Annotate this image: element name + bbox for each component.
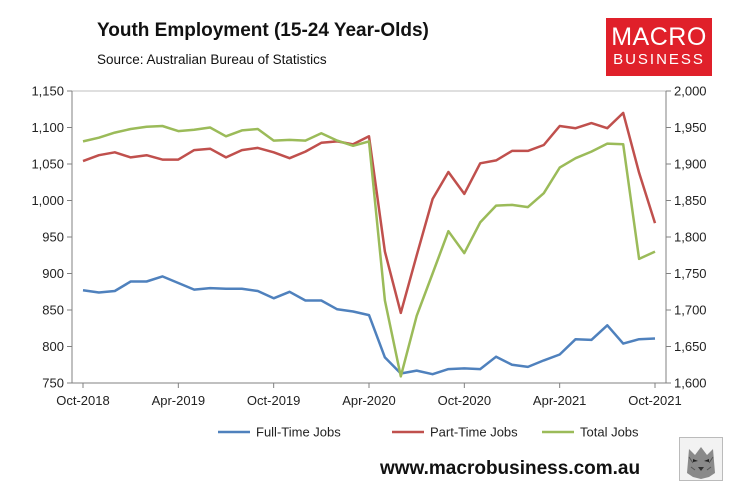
y-right-tick-label: 1,600 [674,376,707,391]
macrobusiness-logo: MACRO BUSINESS [606,18,712,76]
y-left-tick-label: 1,050 [31,157,64,172]
series-line-part-time-jobs [82,111,657,315]
logo-line-2: BUSINESS [613,51,705,68]
y-left-tick-label: 1,150 [31,84,64,99]
logo-line-1: MACRO [611,23,707,51]
y-left-tick-label: 1,000 [31,193,64,208]
y-right-tick-label: 1,950 [674,120,707,135]
y-left-tick-label: 900 [42,266,64,281]
y-left-tick-label: 800 [42,339,64,354]
x-tick-label: Oct-2021 [628,393,681,408]
y-left-tick-label: 850 [42,303,64,318]
y-right-tick-label: 1,650 [674,339,707,354]
series-line-total-jobs [82,124,656,378]
y-right-tick-label: 1,800 [674,230,707,245]
legend-label: Total Jobs [580,425,639,440]
y-right-tick-label: 1,850 [674,193,707,208]
x-tick-label: Oct-2019 [247,393,300,408]
y-right-tick-label: 2,000 [674,84,707,99]
y-right-tick-label: 1,750 [674,266,707,281]
legend-label: Full-Time Jobs [256,425,341,440]
website-url: www.macrobusiness.com.au [380,458,641,479]
x-tick-label: Apr-2019 [152,393,205,408]
y-left-tick-label: 1,100 [31,120,64,135]
y-right-tick-label: 1,700 [674,303,707,318]
x-tick-label: Oct-2020 [438,393,491,408]
chart-title: Youth Employment (15-24 Year-Olds) [97,20,429,41]
y-right-tick-label: 1,900 [674,157,707,172]
legend-label: Part-Time Jobs [430,425,518,440]
x-tick-label: Apr-2020 [342,393,395,408]
y-left-tick-label: 950 [42,230,64,245]
series-line-full-time-jobs [82,275,656,376]
x-tick-label: Apr-2021 [533,393,586,408]
wolf-logo-icon [679,437,723,481]
y-left-tick-label: 750 [42,376,64,391]
chart-source: Source: Australian Bureau of Statistics [97,52,327,67]
x-tick-label: Oct-2018 [56,393,109,408]
